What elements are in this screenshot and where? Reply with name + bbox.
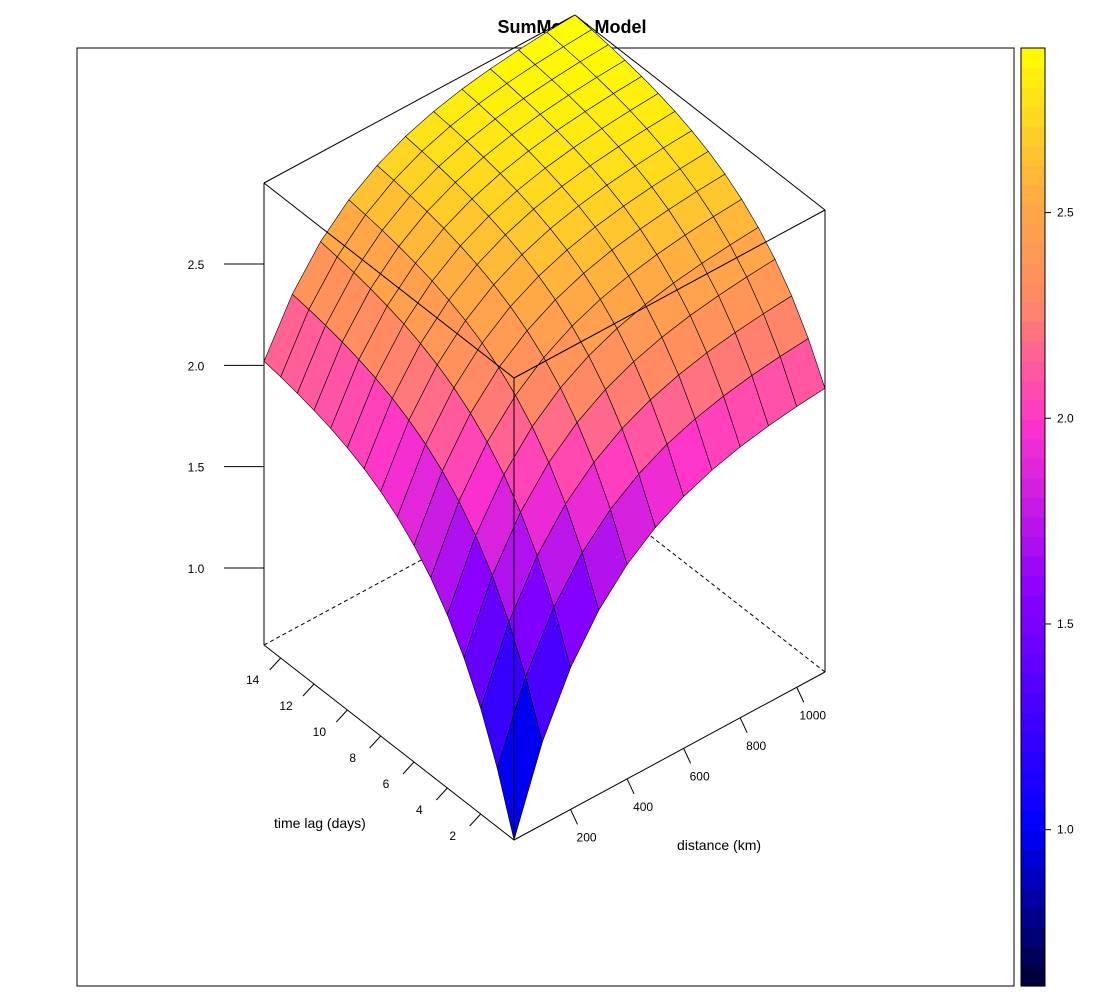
colorbar-band bbox=[1021, 145, 1045, 166]
x-tick-mark bbox=[683, 748, 692, 764]
z-tick-label: 2.5 bbox=[188, 258, 205, 272]
box-front-bottom-edge-a bbox=[513, 671, 826, 841]
colorbar-band bbox=[1021, 360, 1045, 381]
colorbar-band bbox=[1021, 927, 1045, 948]
box-front-bottom-edge-b bbox=[263, 644, 515, 841]
colorbar-band bbox=[1021, 302, 1045, 323]
y-tick-label: 12 bbox=[279, 699, 293, 713]
colorbar: 1.0 1.5 2.0 2.5 bbox=[1020, 47, 1074, 987]
x-tick-label: 1000 bbox=[799, 708, 826, 722]
colorbar-band bbox=[1021, 849, 1045, 870]
colorbar-band bbox=[1021, 888, 1045, 909]
y-tick-label: 6 bbox=[383, 777, 390, 791]
y-tick-mark bbox=[402, 761, 415, 775]
x-tick-label: 400 bbox=[633, 800, 653, 814]
colorbar-band bbox=[1021, 243, 1045, 264]
colorbar-band bbox=[1021, 126, 1045, 147]
colorbar-band bbox=[1021, 204, 1045, 225]
x-tick-mark bbox=[739, 717, 748, 734]
colorbar-band bbox=[1021, 771, 1045, 792]
colorbar-tick-label: 1.5 bbox=[1057, 617, 1074, 631]
z-tick-label: 1.0 bbox=[188, 562, 205, 576]
colorbar-band bbox=[1021, 673, 1045, 694]
x-tick-label: 800 bbox=[746, 739, 766, 753]
y-tick-mark bbox=[335, 709, 348, 723]
x-tick-label: 600 bbox=[690, 769, 710, 783]
x-tick-mark bbox=[570, 809, 578, 825]
colorbar-band bbox=[1021, 477, 1045, 499]
colorbar-band bbox=[1021, 497, 1045, 518]
box-top-edge-a bbox=[263, 14, 576, 184]
x-tick-mark bbox=[796, 687, 805, 703]
colorbar-band bbox=[1021, 536, 1045, 557]
colorbar-band bbox=[1021, 184, 1045, 205]
colorbar-band bbox=[1021, 731, 1045, 753]
colorbar-band bbox=[1021, 575, 1045, 596]
y-tick-mark bbox=[369, 735, 382, 749]
colorbar-band bbox=[1021, 614, 1045, 635]
colorbar-band bbox=[1021, 556, 1045, 577]
colorbar-band bbox=[1021, 829, 1045, 850]
colorbar-tick-label: 1.0 bbox=[1057, 823, 1074, 837]
y-axis-label: time lag (days) bbox=[274, 815, 366, 831]
colorbar-band bbox=[1021, 67, 1045, 88]
y-tick-label: 10 bbox=[313, 725, 327, 739]
y-tick-mark bbox=[469, 813, 482, 827]
surface-mesh bbox=[263, 14, 826, 842]
x-tick-label: 200 bbox=[577, 830, 597, 844]
y-tick-mark bbox=[302, 683, 315, 697]
box-top-edge-d bbox=[263, 182, 515, 379]
colorbar-band bbox=[1021, 907, 1045, 928]
colorbar-band bbox=[1021, 262, 1045, 284]
colorbar-band bbox=[1021, 106, 1045, 127]
colorbar-frame bbox=[1020, 47, 1046, 987]
box-top-edge-b bbox=[574, 14, 826, 211]
box-back-bottom-edge-b bbox=[574, 476, 826, 673]
y-tick-label: 14 bbox=[246, 673, 260, 687]
colorbar-band bbox=[1021, 790, 1045, 811]
colorbar-band bbox=[1021, 517, 1045, 538]
box-front-edges bbox=[263, 182, 826, 841]
colorbar-band bbox=[1021, 341, 1045, 362]
y-tick-mark bbox=[269, 657, 282, 671]
colorbar-band bbox=[1021, 438, 1045, 459]
colorbar-band bbox=[1021, 868, 1045, 889]
colorbar-band bbox=[1021, 634, 1045, 655]
y-tick-label: 2 bbox=[449, 829, 456, 843]
y-tick-label: 4 bbox=[416, 803, 423, 817]
colorbar-band bbox=[1021, 399, 1045, 420]
colorbar-band bbox=[1021, 223, 1045, 245]
colorbar-tick-label: 2.0 bbox=[1057, 411, 1074, 425]
colorbar-tick-label: 2.5 bbox=[1057, 206, 1074, 220]
colorbar-band bbox=[1021, 966, 1045, 987]
z-tick-label: 1.5 bbox=[188, 461, 205, 475]
colorbar-band bbox=[1021, 653, 1045, 674]
x-axis-label: distance (km) bbox=[677, 837, 761, 853]
colorbar-band bbox=[1021, 458, 1045, 479]
colorbar-band bbox=[1021, 282, 1045, 303]
z-tick-label: 2.0 bbox=[188, 359, 205, 373]
y-tick-mark bbox=[435, 787, 448, 801]
y-tick-label: 8 bbox=[349, 751, 356, 765]
x-tick-mark bbox=[626, 778, 635, 795]
colorbar-band bbox=[1021, 751, 1045, 772]
colorbar-band bbox=[1021, 946, 1045, 968]
colorbar-band bbox=[1021, 380, 1045, 401]
colorbar-band bbox=[1021, 165, 1045, 186]
colorbar-band bbox=[1021, 712, 1045, 733]
colorbar-band bbox=[1021, 810, 1045, 831]
colorbar-band bbox=[1021, 87, 1045, 108]
colorbar-band bbox=[1021, 692, 1045, 714]
colorbar-band bbox=[1021, 48, 1045, 69]
axes: 200 400 600 800 1000 2 4 6 8 10 12 14 1.0 1.5 2.0 2.5 bbox=[188, 258, 827, 844]
colorbar-band bbox=[1021, 419, 1045, 440]
colorbar-band bbox=[1021, 595, 1045, 616]
colorbar-band bbox=[1021, 321, 1045, 342]
surface-cell bbox=[496, 675, 543, 842]
box-top-edge-c bbox=[513, 209, 826, 379]
